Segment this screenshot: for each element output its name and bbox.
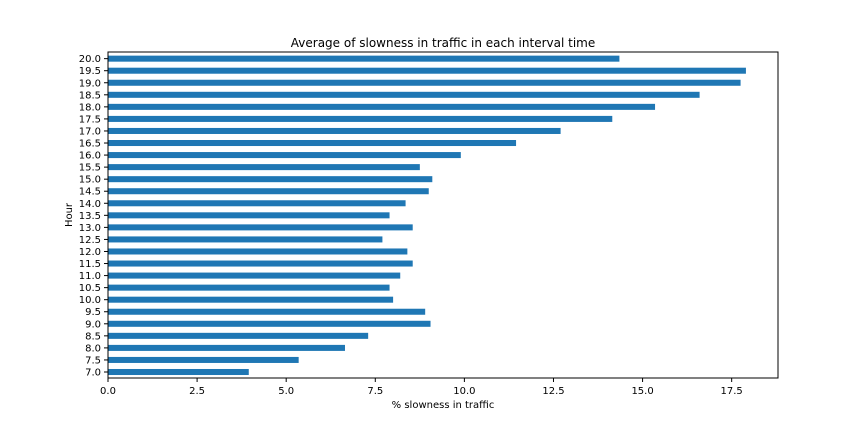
y-tick-label: 12.0 — [79, 247, 101, 258]
y-tick-label: 9.5 — [85, 307, 101, 318]
y-tick-label: 18.5 — [79, 90, 101, 101]
y-axis-label: Hour — [64, 202, 75, 227]
bar-16.5 — [108, 140, 517, 147]
bar-16.0 — [108, 152, 461, 159]
bar-19.5 — [108, 67, 746, 74]
x-axis-label: % slowness in traffic — [392, 400, 495, 411]
bars-group — [108, 55, 746, 376]
bar-15.0 — [108, 176, 433, 183]
bar-11.0 — [108, 272, 401, 279]
x-tick-label: 17.5 — [721, 386, 743, 397]
bar-18.0 — [108, 103, 656, 110]
y-tick-label: 8.0 — [85, 343, 101, 354]
bar-14.0 — [108, 200, 406, 207]
bar-17.0 — [108, 127, 561, 134]
x-tick-label: 15.0 — [631, 386, 653, 397]
y-tick-label: 18.0 — [79, 102, 101, 113]
y-tick-label: 12.5 — [79, 235, 101, 246]
bar-10.5 — [108, 284, 390, 291]
plot-frame — [107, 51, 779, 379]
y-tick-label: 14.5 — [79, 187, 101, 198]
bar-11.5 — [108, 260, 413, 267]
x-tick-label: 10.0 — [453, 386, 475, 397]
chart-title: Average of slowness in traffic in each i… — [291, 36, 595, 50]
bar-13.0 — [108, 224, 413, 231]
y-tick-label: 9.0 — [85, 319, 101, 330]
y-tick-label: 11.0 — [79, 271, 101, 282]
y-tick-label: 8.5 — [85, 331, 101, 342]
y-tick-label: 11.5 — [79, 259, 101, 270]
y-tick-label: 13.0 — [79, 223, 101, 234]
y-axis: 7.0 7.58.08.59.09.510.010.511.011.512.012… — [79, 54, 108, 379]
bar-19.0 — [108, 79, 741, 86]
x-tick-label: 7.5 — [367, 386, 383, 397]
bar-17.5 — [108, 115, 613, 122]
bar-12.0 — [108, 248, 408, 255]
y-tick-label: 17.5 — [79, 114, 101, 125]
bar-7.0 — [108, 368, 249, 376]
bar-7.5 — [108, 356, 299, 363]
y-tick-label: 7.0 — [85, 368, 101, 379]
bar-18.5 — [108, 91, 700, 98]
x-tick-label: 2.5 — [189, 386, 205, 397]
y-tick-label: 16.0 — [79, 151, 101, 162]
bar-15.5 — [108, 164, 420, 171]
bar-9.5 — [108, 308, 426, 315]
y-tick-label: 10.5 — [79, 283, 101, 294]
y-tick-label: 19.0 — [79, 78, 101, 89]
y-tick-label: 7.5 — [85, 355, 101, 366]
x-tick-label: 5.0 — [278, 386, 294, 397]
bar-9.0 — [108, 320, 431, 327]
bar-20.0 — [108, 55, 620, 62]
x-tick-label: 12.5 — [542, 386, 564, 397]
x-axis: 0.0 2.5 5.0 7.5 10.0 12.5 15.0 17.5 — [100, 378, 743, 397]
y-tick-label: 13.5 — [79, 211, 101, 222]
bar-8.0 — [108, 344, 345, 351]
bar-12.5 — [108, 236, 383, 243]
y-tick-label: 15.0 — [79, 175, 101, 186]
y-tick-label: 14.0 — [79, 199, 101, 210]
y-tick-label: 19.5 — [79, 66, 101, 77]
bar-8.5 — [108, 332, 369, 339]
bar-13.5 — [108, 212, 390, 219]
y-tick-label: 16.5 — [79, 139, 101, 150]
y-tick-label: 10.0 — [79, 295, 101, 306]
bar-14.5 — [108, 188, 429, 195]
y-tick-label: 17.0 — [79, 126, 101, 137]
y-tick-label: 15.5 — [79, 163, 101, 174]
y-tick-label: 20.0 — [79, 54, 101, 65]
bar-10.0 — [108, 296, 394, 303]
x-tick-label: 0.0 — [100, 386, 116, 397]
